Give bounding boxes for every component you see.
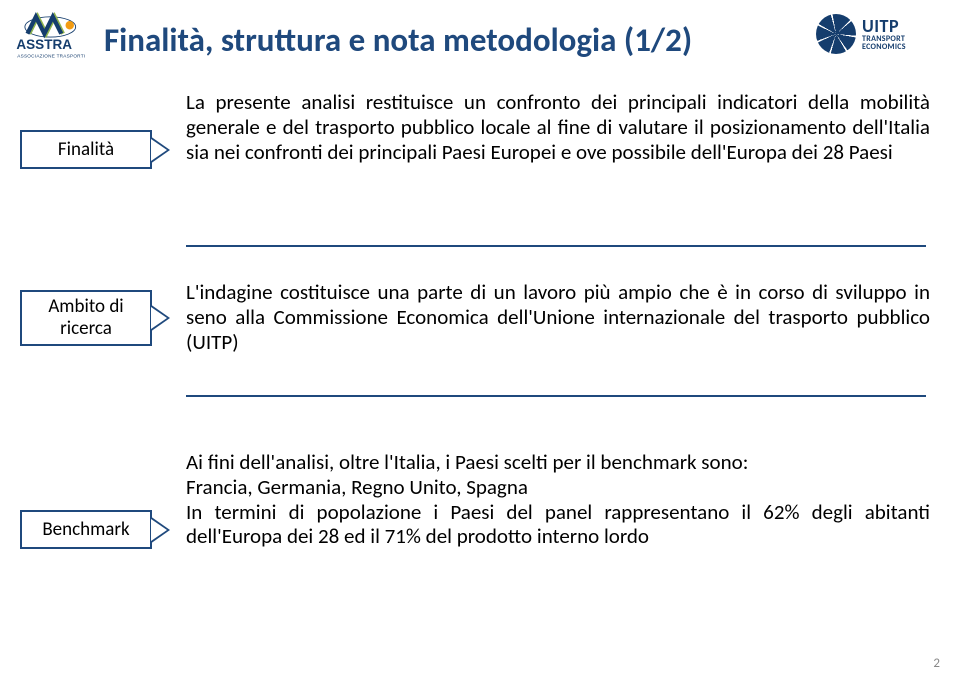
section-benchmark: Benchmark Ai fini dell'analisi, oltre l'…	[20, 450, 930, 549]
label-benchmark: Benchmark	[20, 510, 152, 549]
text-finalita: La presente analisi restituisce un confr…	[186, 90, 930, 164]
arrow-icon	[150, 136, 170, 164]
label-finalita: Finalità	[20, 130, 152, 169]
uitp-mark-icon	[816, 14, 856, 54]
page-title: Finalità, struttura e nota metodologia (…	[104, 20, 692, 60]
page-number: 2	[933, 656, 940, 671]
asstra-logo: ASSTRA ASSOCIAZIONE TRASPORTI	[12, 10, 97, 65]
section-ambito: Ambito di ricerca L'indagine costituisce…	[20, 280, 930, 354]
asstra-tagline: ASSOCIAZIONE TRASPORTI	[17, 53, 85, 58]
uitp-subtitle: TRANSPORT ECONOMICS	[862, 35, 906, 51]
uitp-name: UITP	[862, 17, 906, 35]
text-ambito: L'indagine costituisce una parte di un l…	[186, 280, 930, 354]
arrow-icon	[150, 516, 170, 544]
label-ambito-text: Ambito di ricerca	[48, 295, 123, 340]
label-benchmark-text: Benchmark	[42, 518, 129, 541]
divider-1	[186, 245, 926, 247]
uitp-logo: UITP TRANSPORT ECONOMICS	[816, 12, 946, 56]
text-benchmark: Ai fini dell'analisi, oltre l'Italia, i …	[186, 450, 930, 549]
divider-2	[186, 395, 926, 397]
asstra-name: ASSTRA	[16, 37, 72, 52]
arrow-icon	[150, 304, 170, 332]
label-finalita-text: Finalità	[58, 138, 114, 161]
label-ambito: Ambito di ricerca	[20, 290, 152, 346]
section-finalita: Finalità La presente analisi restituisce…	[20, 90, 930, 169]
